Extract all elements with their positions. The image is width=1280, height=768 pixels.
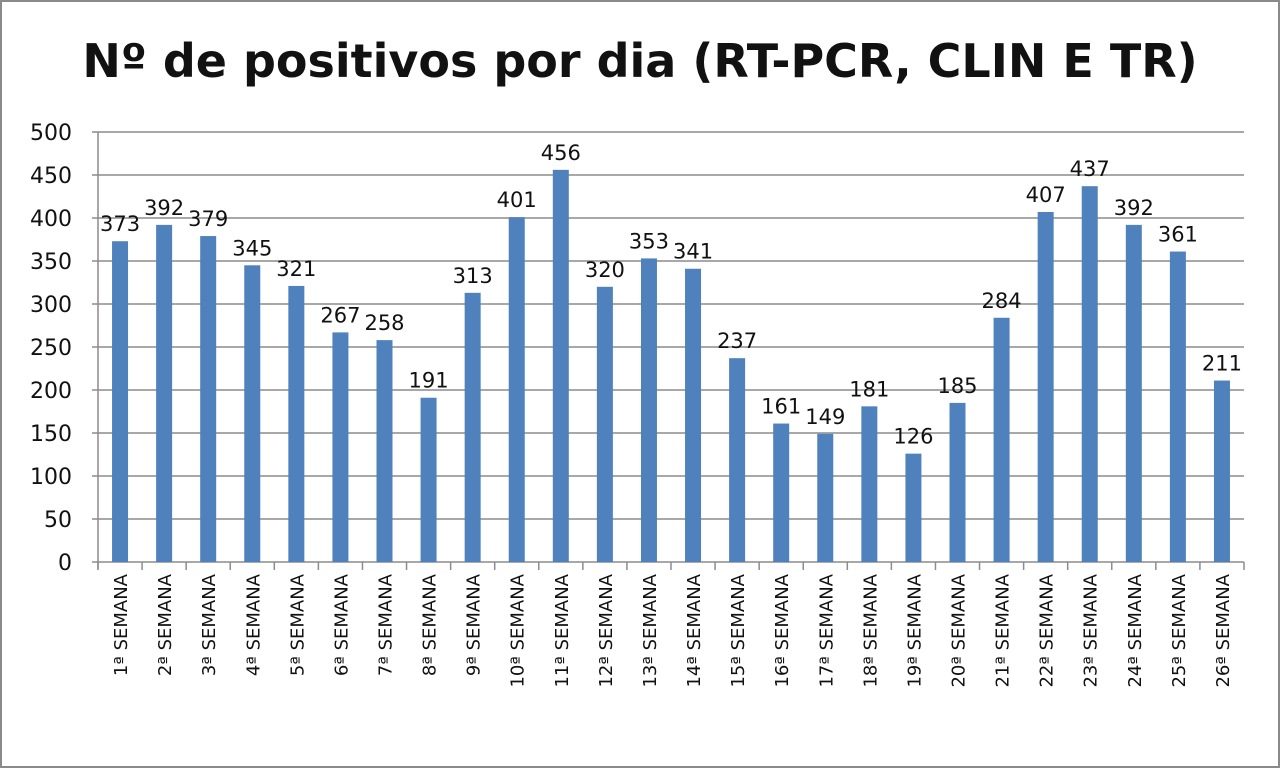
data-label: 361 [1158,223,1198,247]
y-tick-label: 250 [30,336,72,361]
data-label: 320 [585,258,625,282]
y-tick-label: 100 [30,465,72,490]
x-tick-label: 17ª SEMANA [816,573,837,687]
x-tick-label: 25ª SEMANA [1169,573,1190,687]
bar [596,286,613,562]
data-label: 191 [409,369,449,393]
data-label: 401 [497,188,537,212]
x-tick-label: 6ª SEMANA [331,573,352,676]
bar [464,292,481,562]
y-tick-label: 450 [30,164,72,189]
y-tick-label: 400 [30,207,72,232]
bar [244,265,261,562]
bar [508,217,525,562]
data-label: 258 [364,311,404,335]
data-label: 341 [673,240,713,264]
x-tick-label: 2ª SEMANA [155,573,176,676]
y-tick-label: 350 [30,250,72,275]
x-tick-label: 15ª SEMANA [728,573,749,687]
x-tick-label: 14ª SEMANA [684,573,705,687]
bar [817,433,834,562]
bar [685,268,702,562]
bar [1169,251,1186,563]
x-tick-label: 20ª SEMANA [949,573,970,687]
bar [156,224,173,562]
x-tick-label: 21ª SEMANA [993,573,1014,687]
y-tick-label: 0 [58,551,72,576]
data-label: 437 [1070,157,1110,181]
x-tick-label: 13ª SEMANA [640,573,661,687]
y-tick-label: 300 [30,293,72,318]
bar [773,423,790,562]
x-tick-label: 24ª SEMANA [1125,573,1146,687]
bar [552,169,569,562]
bar [640,258,657,562]
bar [1037,211,1054,563]
data-label: 345 [232,236,272,260]
data-label: 392 [1114,196,1154,220]
bar [376,340,393,562]
x-tick-label: 4ª SEMANA [243,573,264,676]
bar [1125,224,1142,562]
x-tick-label: 23ª SEMANA [1081,573,1102,687]
bar [200,236,217,562]
data-label: 321 [276,257,316,281]
y-tick-label: 50 [44,508,72,533]
x-tick-label: 22ª SEMANA [1037,573,1058,687]
x-tick-label: 9ª SEMANA [464,573,485,676]
chart-title: Nº de positivos por dia (RT-PCR, CLIN E … [82,34,1198,88]
bar [420,397,437,562]
bar [332,332,349,562]
y-tick-label: 150 [30,422,72,447]
x-tick-label: 5ª SEMANA [287,573,308,676]
x-tick-label: 11ª SEMANA [552,573,573,687]
x-tick-label: 3ª SEMANA [199,573,220,676]
x-tick-label: 26ª SEMANA [1213,573,1234,687]
data-label: 181 [849,377,889,401]
bar [993,317,1010,562]
data-label: 149 [805,405,845,429]
x-tick-label: 12ª SEMANA [596,573,617,687]
bar [729,358,746,562]
data-label: 313 [453,264,493,288]
data-label: 267 [320,303,360,327]
data-label: 237 [717,329,757,353]
data-label: 456 [541,141,581,165]
x-tick-label: 1ª SEMANA [111,573,132,676]
data-label: 185 [937,374,977,398]
bar [949,402,966,562]
x-tick-label: 7ª SEMANA [376,573,397,676]
bar [288,285,305,562]
data-label: 161 [761,395,801,419]
bar [1081,186,1098,562]
y-tick-label: 200 [30,379,72,404]
bar [112,241,129,562]
bar [1213,380,1230,562]
data-label: 373 [100,212,140,236]
bar [861,406,878,562]
x-tick-label: 18ª SEMANA [860,573,881,687]
data-label: 284 [982,289,1022,313]
data-label: 353 [629,229,669,253]
data-label: 211 [1202,352,1242,376]
y-tick-label: 500 [30,121,72,146]
x-tick-label: 19ª SEMANA [904,573,925,687]
x-tick-label: 8ª SEMANA [420,573,441,676]
data-label: 392 [144,196,184,220]
data-label: 126 [893,425,933,449]
x-tick-label: 16ª SEMANA [772,573,793,687]
data-label: 379 [188,207,228,231]
x-tick-label: 10ª SEMANA [508,573,529,687]
data-label: 407 [1026,183,1066,207]
bar [905,453,922,562]
